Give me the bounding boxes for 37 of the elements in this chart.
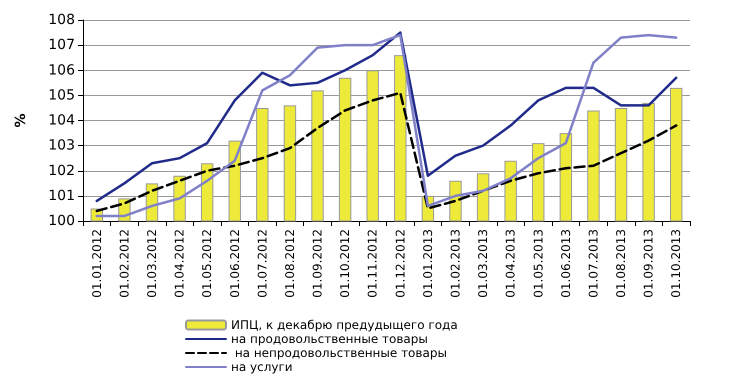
y-tick-label: 101	[48, 188, 75, 204]
x-tick-label: 01.02.2012	[117, 229, 132, 298]
x-tick-label: 01.08.2013	[614, 229, 628, 298]
legend-label: на услуги	[231, 360, 293, 374]
x-tick-label: 01.06.2013	[558, 229, 573, 298]
x-tick-label: 01.01.2012	[90, 229, 104, 298]
y-tick-label: 105	[48, 87, 75, 104]
y-tick-label: 100	[48, 213, 75, 229]
x-tick-label: 01.09.2013	[642, 229, 656, 298]
x-tick-label: 01.08.2012	[282, 229, 297, 298]
legend-label: на непродовольственные товары	[231, 346, 447, 360]
x-tick-label: 01.06.2012	[228, 229, 242, 298]
legend-label: на продовольственные товары	[231, 332, 428, 346]
x-tick-label: 01.03.2012	[144, 229, 159, 298]
legend-label: ИПЦ, к декабрю предудыщего года	[231, 318, 458, 332]
x-tick-label: 01.05.2013	[531, 229, 546, 298]
x-tick-label: 01.07.2013	[586, 229, 600, 298]
y-tick-label: 107	[48, 37, 75, 54]
x-tick-label: 01.01.2013	[420, 229, 435, 298]
y-tick-label: 103	[48, 138, 75, 154]
y-tick-label: 104	[48, 112, 76, 128]
x-tick-label: 01.10.2013	[669, 229, 684, 298]
y-axis-title: %	[13, 113, 29, 128]
line-series	[96, 92, 678, 212]
y-tick-label: 106	[48, 62, 76, 78]
x-tick-label: 01.11.2012	[366, 229, 380, 298]
x-tick-label: 01.05.2012	[200, 229, 214, 298]
y-tick-label: 102	[48, 162, 75, 179]
x-tick-label: 01.02.2013	[448, 229, 462, 298]
x-tick-label: 01.03.2013	[476, 229, 490, 298]
x-tick-label: 01.12.2012	[393, 229, 408, 298]
x-tick-label: 01.04.2012	[172, 229, 187, 298]
x-tick-label: 01.07.2012	[255, 229, 270, 298]
x-tick-label: 01.04.2013	[504, 229, 518, 298]
x-tick-label: 01.09.2012	[310, 229, 325, 298]
y-tick-label: 108	[48, 12, 75, 28]
x-tick-label: 01.10.2012	[338, 229, 352, 298]
